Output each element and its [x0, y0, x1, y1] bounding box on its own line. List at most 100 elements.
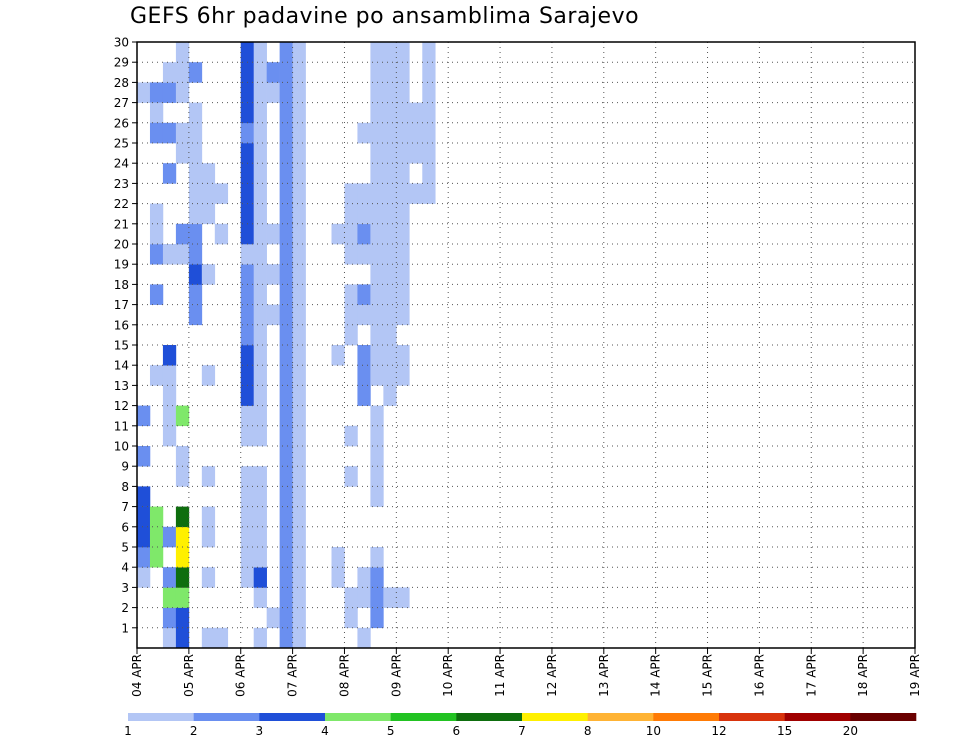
heatmap-cell — [344, 304, 358, 326]
heatmap-cell — [292, 627, 306, 649]
y-tick-label: 14 — [114, 359, 129, 373]
legend-swatch — [259, 713, 326, 721]
heatmap-cell — [253, 143, 267, 164]
heatmap-cell — [201, 365, 216, 386]
heatmap-cell — [344, 223, 358, 245]
legend-label: 2 — [190, 724, 198, 738]
heatmap-cell — [383, 223, 397, 245]
heatmap-cell — [396, 244, 410, 265]
x-tick-label: 18 APR — [856, 654, 870, 697]
legend-swatch — [653, 713, 720, 721]
heatmap-cell — [396, 365, 410, 386]
heatmap-cell — [357, 567, 371, 588]
heatmap-cell — [201, 526, 216, 548]
heatmap-cell — [201, 466, 216, 487]
heatmap-cell — [175, 567, 190, 588]
heatmap-cell — [344, 284, 358, 305]
heatmap-cell — [149, 223, 164, 245]
heatmap-cell — [292, 547, 306, 568]
heatmap-cell — [240, 405, 254, 427]
heatmap-cell — [253, 587, 267, 608]
heatmap-cell — [162, 385, 177, 406]
heatmap-cell — [357, 365, 371, 386]
heatmap-cell — [162, 345, 177, 366]
heatmap-cell — [240, 385, 254, 406]
heatmap-cell — [279, 567, 293, 588]
heatmap-cell — [214, 183, 229, 204]
heatmap-cell — [253, 102, 267, 124]
heatmap-cell — [357, 587, 371, 608]
heatmap-cell — [370, 567, 384, 588]
heatmap-cell — [266, 304, 280, 326]
heatmap-cell — [240, 82, 254, 103]
heatmap-cell — [279, 425, 293, 447]
heatmap-cell — [266, 82, 280, 103]
heatmap-cell — [253, 284, 267, 305]
heatmap-cell — [279, 163, 293, 184]
heatmap-cell — [370, 82, 384, 103]
heatmap-cell — [137, 486, 151, 507]
heatmap-cell — [396, 42, 410, 63]
heatmap-cell — [383, 143, 397, 164]
heatmap-cell — [383, 203, 397, 225]
heatmap-cell — [162, 244, 177, 265]
heatmap-cell — [162, 82, 177, 103]
heatmap-cell — [149, 284, 164, 305]
x-tick-label: 13 APR — [597, 654, 611, 697]
heatmap-cell — [149, 526, 164, 548]
heatmap-cell — [396, 122, 410, 144]
heatmap-cell — [279, 244, 293, 265]
heatmap-cell — [370, 607, 384, 629]
heatmap-cell — [188, 102, 203, 124]
heatmap-cell — [253, 486, 267, 507]
heatmap-cell — [137, 567, 151, 588]
heatmap-cell — [292, 405, 306, 427]
heatmap-cell — [370, 425, 384, 447]
legend-label: 3 — [256, 724, 264, 738]
heatmap-cell — [422, 163, 436, 184]
heatmap-cell — [292, 143, 306, 164]
heatmap-cell — [240, 244, 254, 265]
grid-layer — [137, 42, 915, 648]
heatmap-cell — [137, 405, 151, 427]
legend-swatch — [522, 713, 588, 721]
heatmap-cell — [188, 203, 203, 225]
heatmap-cell — [240, 143, 254, 164]
heatmap-cell — [175, 547, 190, 568]
heatmap-cell — [370, 42, 384, 63]
y-tick-label: 7 — [121, 500, 129, 514]
heatmap-cell — [253, 62, 267, 83]
heatmap-cell — [344, 203, 358, 225]
heatmap-cell — [240, 102, 254, 124]
heatmap-cell — [396, 82, 410, 103]
heatmap-cell — [383, 345, 397, 366]
heatmap-cell — [240, 122, 254, 144]
heatmap-cell — [253, 526, 267, 548]
y-tick-label: 19 — [114, 258, 129, 272]
heatmap-cell — [201, 264, 216, 285]
heatmap-cell — [409, 122, 423, 144]
heatmap-cell — [383, 42, 397, 63]
heatmap-cell — [344, 587, 358, 608]
legend-swatch — [784, 713, 851, 721]
heatmap-cell — [292, 223, 306, 245]
heatmap-cell — [253, 345, 267, 366]
heatmap-cell — [279, 405, 293, 427]
heatmap-cell — [149, 244, 164, 265]
heatmap-cell — [357, 223, 371, 245]
y-tick-label: 13 — [114, 379, 129, 393]
heatmap-cell — [383, 385, 397, 406]
heatmap-cell — [279, 385, 293, 406]
x-tick-label: 11 APR — [493, 654, 507, 697]
heatmap-cell — [149, 547, 164, 568]
heatmap-cell — [370, 183, 384, 204]
y-tick-label: 8 — [121, 480, 129, 494]
heatmap-cell — [253, 42, 267, 63]
heatmap-cell — [292, 567, 306, 588]
heatmap-cell — [409, 143, 423, 164]
heatmap-cell — [175, 122, 190, 144]
y-tick-label: 15 — [114, 339, 129, 353]
heatmap-cell — [279, 122, 293, 144]
heatmap-cell — [344, 425, 358, 447]
legend-swatch — [850, 713, 917, 721]
